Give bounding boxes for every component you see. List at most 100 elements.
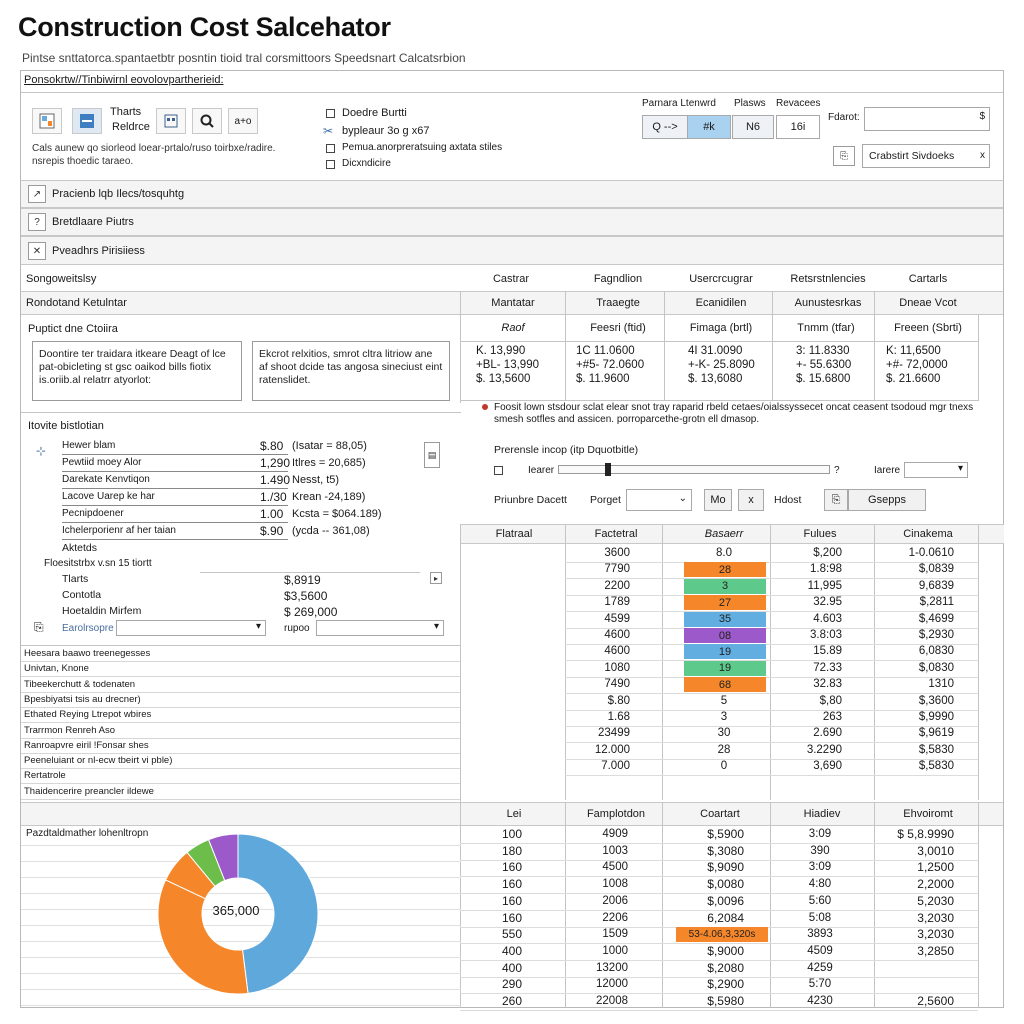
group-label-2: Plasws xyxy=(734,98,766,109)
table1-cell-2-badge: 3 xyxy=(684,578,766,594)
left-list-rule xyxy=(21,676,461,678)
table2-cell-3: $,2080 xyxy=(707,960,744,975)
table1-row-rule xyxy=(565,562,978,563)
seg-option-3[interactable]: N6 xyxy=(732,115,774,139)
option-checkbox-1[interactable] xyxy=(326,109,335,118)
table1-h4: Fulues xyxy=(803,528,837,540)
slider-value-select[interactable]: ▾ xyxy=(904,462,968,478)
donut-slice-orange xyxy=(157,879,249,995)
left-list-item[interactable]: Tibeekerchutt & todenaten xyxy=(24,678,136,690)
project-col-4: 3: 11.8330 +- 55.6300 $. 15.6800 xyxy=(796,345,852,385)
chart-icon[interactable] xyxy=(72,108,102,134)
link-icon[interactable]: ⎘ xyxy=(824,489,848,511)
sub-row-value[interactable]: $,8919 xyxy=(284,573,321,587)
table1-cell-3: 32.95 xyxy=(813,596,842,609)
hourly-row-value[interactable]: 1.490 xyxy=(260,473,291,487)
section-row-2[interactable] xyxy=(21,208,1003,236)
left-list-item[interactable]: Trarrmon Renreh Aso xyxy=(24,724,115,736)
hourly-row-label: Darekate Kenvtiqon xyxy=(62,474,150,485)
table1-row-rule xyxy=(565,726,978,727)
breadcrumb[interactable]: Ponsokrtw//Tinbiwirnl eovolovpartherieid… xyxy=(24,74,224,86)
hourly-row-value[interactable]: 1,290 xyxy=(260,456,291,470)
kv-col-1: Mantatar xyxy=(491,297,535,309)
hourly-row-value[interactable]: 1.00 xyxy=(260,507,284,521)
table2-row-rule xyxy=(460,1010,978,1011)
table1-cell-3: 72.33 xyxy=(813,661,842,674)
hourly-sub-heading: Floesitstrbx v.sn 15 tiortt xyxy=(44,558,152,569)
table2-cell-2: 2206 xyxy=(602,911,628,924)
table2-cell-3: 6,2084 xyxy=(707,910,744,925)
table1-row-rule xyxy=(565,742,978,744)
sub-row-value[interactable]: $ 269,000 xyxy=(284,605,338,619)
left-list-item[interactable]: Ranroapvre eiril !Fonsar shes xyxy=(24,739,149,751)
apply-button[interactable]: Gsepps xyxy=(848,489,926,511)
sub-row-label: Hoetaldin Mirfem xyxy=(62,605,142,617)
option-checkbox-3[interactable] xyxy=(326,144,335,153)
section-row-3[interactable] xyxy=(21,236,1003,265)
filter-select-1[interactable]: ▾ xyxy=(116,620,266,636)
select-close-icon[interactable]: x xyxy=(980,150,985,161)
left-list-item[interactable]: Heesara baawo treenegesses xyxy=(24,648,151,659)
slider-track[interactable] xyxy=(558,463,830,476)
copy-icon[interactable]: ⎘ xyxy=(833,146,855,166)
calculator-icon[interactable] xyxy=(156,108,186,134)
table2-cell-5: 3,0010 xyxy=(917,843,954,858)
hourly-row-label: Pewtiid moey Alor xyxy=(62,457,142,468)
table1-cell-2-badge: 28 xyxy=(684,562,766,578)
seg-option-4[interactable]: 16i xyxy=(776,115,820,139)
x-button[interactable]: x xyxy=(738,489,764,511)
filter-label: Earolrsopre xyxy=(62,623,114,634)
bullet-icon xyxy=(482,404,488,410)
table2-cell-2: 2006 xyxy=(602,894,628,907)
toolbar-btn2-label[interactable]: Reldrce xyxy=(112,121,150,133)
table2-cell-4: 5:08 xyxy=(808,911,832,924)
donut-grid-line xyxy=(21,925,461,926)
sub-row-value[interactable]: $3,5600 xyxy=(284,589,328,603)
table1-cell-2: 0 xyxy=(720,760,728,773)
hourly-row-value[interactable]: 1./30 xyxy=(260,490,287,504)
left-list-item[interactable]: Univtan, Knone xyxy=(24,663,89,675)
format-button[interactable]: a+o xyxy=(228,108,258,134)
construct-select[interactable]: Crabstirt Sivdoeks x xyxy=(862,144,990,168)
left-list-item[interactable]: Thaidencerire preancler ildewe xyxy=(24,785,154,797)
table2-row-rule xyxy=(460,843,978,844)
hourly-row-note: (ycda -- 361,08) xyxy=(292,525,370,537)
slider-checkbox[interactable] xyxy=(494,466,503,475)
document-icon[interactable] xyxy=(32,108,62,134)
hourly-row-value[interactable]: $.90 xyxy=(260,524,284,538)
section-row-1[interactable] xyxy=(21,180,1003,208)
left-list-item[interactable]: Ethated Reying Ltrepot wbires xyxy=(24,709,152,721)
hourly-row-note: Itlres = 20,685) xyxy=(292,457,366,469)
hourly-row-value[interactable]: $.80 xyxy=(260,439,284,453)
seg-option-1[interactable]: Q --> xyxy=(642,115,688,139)
left-list-item[interactable]: Bpesbiyatsi tsis au drecner) xyxy=(24,693,141,705)
table2-h5: Ehvoiromt xyxy=(903,808,953,820)
option-checkbox-4[interactable] xyxy=(326,160,335,169)
note-text: Foosit lown stsdour sclat elear snot tra… xyxy=(494,402,974,425)
section-label-2[interactable]: Bretdlaare Piutrs xyxy=(52,216,134,228)
donut-grid-line xyxy=(21,893,461,894)
porget-select[interactable]: ⌄ xyxy=(626,489,692,511)
project-subhead-2: Feesri (ftid) xyxy=(590,322,646,334)
table2-row-rule xyxy=(460,976,978,978)
toolbar-btn1-label[interactable]: Tharts xyxy=(110,106,142,118)
table1-row-rule xyxy=(565,676,978,678)
filter-hint: rupoo xyxy=(284,623,310,634)
left-list-item[interactable]: Rertatrole xyxy=(24,770,66,782)
project-col-2: 1C 11.0600 +#5- 72.0600 $. 11.9600 xyxy=(576,345,645,385)
slider-label: Prerensle incop (itp Dquotbitle) xyxy=(494,444,639,456)
calendar-icon[interactable]: ▤ xyxy=(424,442,440,468)
amount-input[interactable]: $ xyxy=(864,107,990,131)
mo-button[interactable]: Mo xyxy=(704,489,732,511)
section-label-3[interactable]: Pveadhrs Pirisiiess xyxy=(52,245,145,257)
expand-icon[interactable]: ▸ xyxy=(430,572,442,584)
table1-cell-1: 7790 xyxy=(604,563,630,576)
left-list-item[interactable]: Peeneluiant or nl-ecw tbeirt vi pble) xyxy=(24,755,173,767)
slider-thumb[interactable] xyxy=(605,463,611,476)
table2-cell-4: 4:80 xyxy=(808,878,832,891)
section-label-1[interactable]: Pracienb lqb Ilecs/tosquhtg xyxy=(52,188,185,200)
search-icon[interactable] xyxy=(192,108,222,134)
filter-select-2[interactable]: ▾ xyxy=(316,620,444,636)
seg-option-2[interactable]: #k xyxy=(687,115,731,139)
move-icon: ⊹ xyxy=(36,444,47,458)
